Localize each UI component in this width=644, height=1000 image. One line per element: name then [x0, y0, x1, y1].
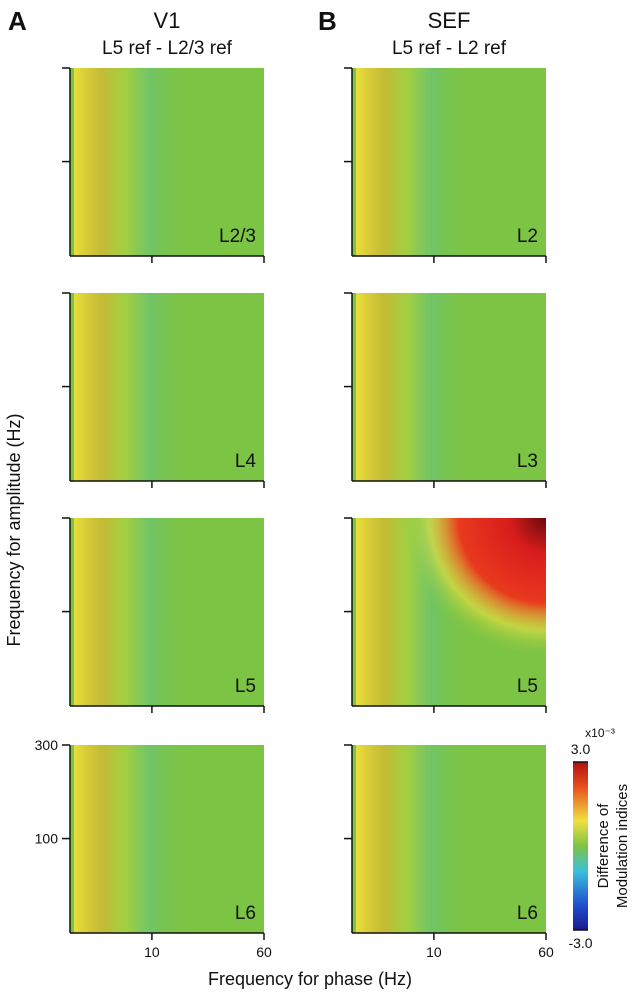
heatmap-texture [74, 293, 191, 481]
panel-letter: B [318, 6, 337, 36]
panel-label: L5 [517, 676, 538, 697]
x-tick-label: 60 [256, 944, 272, 960]
heatmap-texture [74, 68, 191, 256]
y-tick-label: 300 [35, 737, 59, 753]
panel-label: L6 [235, 903, 256, 924]
panel-label: L5 [235, 676, 256, 697]
panel-label: L2/3 [219, 226, 256, 247]
heatmap-texture [74, 745, 191, 933]
colorbar-tick-label: 3.0 [571, 741, 591, 757]
heatmap-texture [356, 68, 473, 256]
column-title: V1 [154, 8, 181, 33]
heatmap-hotspot [352, 518, 546, 706]
column-subtitle: L5 ref - L2/3 ref [102, 38, 233, 59]
colorbar-tick-label: -3.0 [568, 935, 592, 951]
x-tick-label: 60 [538, 944, 554, 960]
x-tick-label: 10 [144, 944, 160, 960]
colorbar-label: Difference of [595, 803, 612, 889]
panel-label: L3 [517, 451, 538, 472]
colorbar-multiplier: x10⁻³ [585, 726, 615, 740]
x-axis-label: Frequency for phase (Hz) [208, 969, 412, 989]
panel-label: L6 [517, 903, 538, 924]
column-subtitle: L5 ref - L2 ref [392, 38, 507, 59]
heatmap-texture [356, 745, 473, 933]
y-tick-label: 100 [35, 831, 59, 847]
x-tick-label: 10 [426, 944, 442, 960]
panel-label: L4 [235, 451, 257, 472]
panel-letter: A [8, 6, 27, 36]
column-title: SEF [428, 8, 471, 33]
heatmap-texture [356, 293, 473, 481]
heatmap-texture [74, 518, 191, 706]
colorbar-label: Modulation indices [614, 784, 631, 908]
y-axis-label: Frequency for amplitude (Hz) [4, 413, 24, 646]
panel-label: L2 [517, 226, 538, 247]
colorbar [573, 762, 588, 930]
